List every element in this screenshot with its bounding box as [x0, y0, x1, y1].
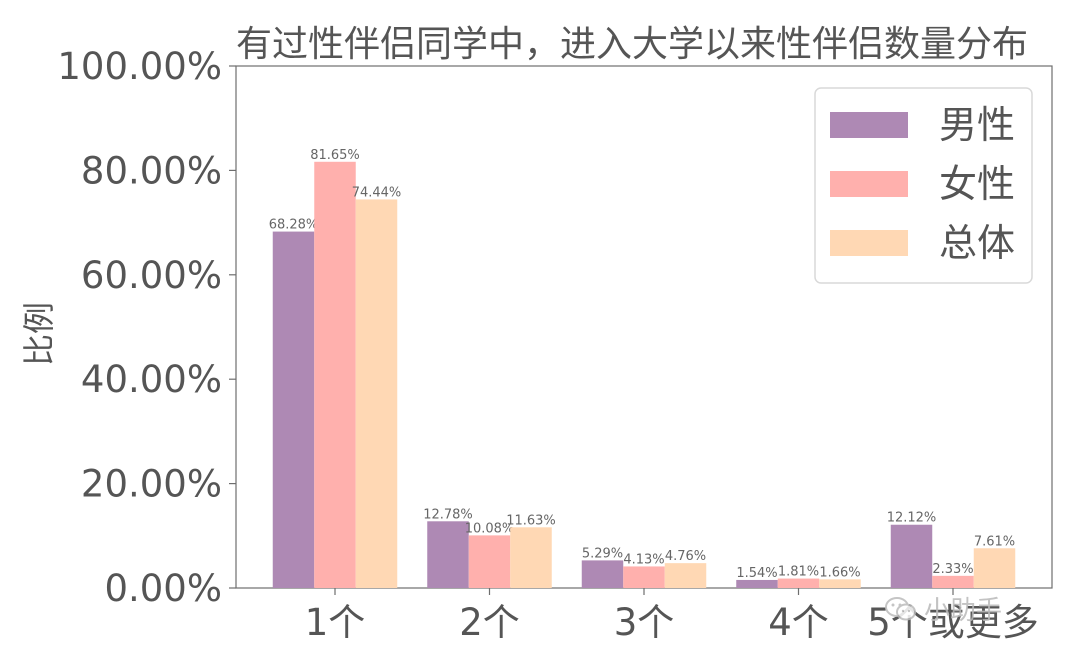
bar — [314, 161, 356, 589]
data-label: 12.78% — [423, 507, 473, 522]
legend-label: 总体 — [939, 221, 1015, 265]
watermark: 小助手 — [884, 590, 1002, 627]
y-axis-label: 比例 — [20, 302, 58, 366]
y-tick-label: 0.00% — [104, 567, 222, 610]
x-tick-label: 3个 — [614, 601, 675, 644]
data-label: 1.54% — [736, 566, 777, 581]
data-label: 4.13% — [623, 552, 664, 567]
data-label: 7.61% — [974, 534, 1015, 549]
bar — [890, 524, 933, 588]
x-tick-label: 4个 — [768, 601, 829, 644]
data-label: 10.08% — [465, 521, 515, 536]
x-tick-label: 5个或更多 — [867, 601, 1039, 644]
legend-swatch — [830, 112, 908, 138]
bar — [468, 535, 511, 588]
x-tick-label: 1个 — [305, 601, 366, 644]
data-label: 2.33% — [932, 562, 973, 577]
bar — [777, 578, 820, 588]
chart-title: 有过性伴侣同学中，进入大学以来性伴侣数量分布 — [236, 24, 1028, 65]
bar — [581, 560, 624, 588]
data-label: 12.12% — [887, 511, 937, 526]
bar — [355, 199, 398, 588]
legend-label: 男性 — [939, 103, 1015, 147]
bar — [932, 575, 974, 588]
bar — [973, 548, 1016, 588]
data-label: 1.66% — [819, 565, 860, 580]
y-tick-label: 20.00% — [81, 463, 222, 506]
bar — [736, 579, 778, 588]
data-label: 74.44% — [352, 185, 402, 200]
x-tick-label: 2个 — [459, 601, 520, 644]
bar — [623, 566, 665, 588]
data-label: 81.65% — [310, 148, 360, 163]
legend-swatch — [830, 230, 908, 256]
wechat-icon — [885, 596, 916, 620]
data-label: 11.63% — [506, 513, 556, 528]
watermark-text: 小助手 — [924, 596, 1003, 626]
bar — [664, 563, 707, 588]
data-label: 1.81% — [778, 565, 819, 580]
y-tick-label: 100.00% — [57, 45, 222, 88]
bar — [427, 521, 469, 588]
y-tick-label: 60.00% — [81, 254, 222, 297]
data-label: 68.28% — [269, 218, 319, 233]
bar — [510, 527, 552, 588]
bar — [819, 579, 861, 588]
plot-area: 0.00% 20.00% 40.00% 60.00% 80.00% 100.00% 1个 68… — [57, 45, 1053, 644]
data-label: 4.76% — [665, 549, 706, 564]
y-tick-label: 40.00% — [81, 358, 222, 401]
legend-swatch — [830, 171, 908, 197]
y-tick-label: 80.00% — [81, 149, 222, 192]
bar — [272, 231, 315, 588]
legend-label: 女性 — [939, 162, 1015, 206]
data-label: 5.29% — [582, 546, 623, 561]
